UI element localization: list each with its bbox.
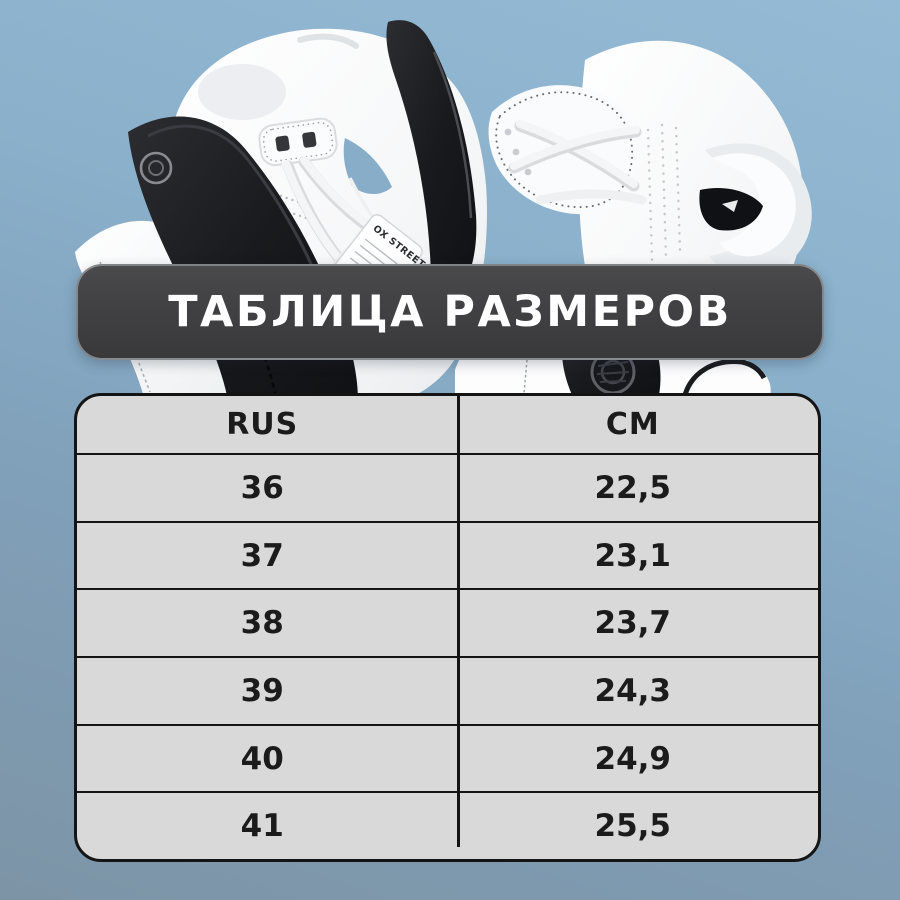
size-cell-rus: 38 (240, 605, 284, 642)
title-banner: ТАБЛИЦА РАЗМЕРОВ (76, 264, 824, 360)
size-cell-cm: 23,1 (594, 537, 672, 574)
size-cell-cm: 24,9 (594, 740, 672, 777)
table-header-row: RUS СМ (77, 396, 818, 453)
size-cell-rus: 36 (240, 469, 284, 506)
size-cell-rus: 40 (240, 740, 284, 777)
table-row: 37 23,1 (77, 520, 818, 589)
table-row: 41 25,5 (77, 791, 818, 859)
background-gap (343, 138, 392, 195)
eyelet-panel (258, 117, 338, 167)
size-cell-cm: 25,5 (594, 808, 672, 845)
column-divider (457, 396, 460, 847)
table-row: 38 23,7 (77, 588, 818, 656)
size-cell-cm: 24,3 (594, 672, 672, 709)
heel-outline (682, 359, 767, 396)
collar-band (386, 20, 477, 297)
size-cell-cm: 22,5 (594, 469, 672, 506)
size-cell-rus: 37 (240, 537, 284, 574)
lace-guard (488, 85, 647, 215)
table-row: 40 24,9 (77, 723, 818, 792)
column-header-rus: RUS (226, 407, 299, 442)
size-table: RUS СМ 36 22,5 37 23,1 38 23,7 39 24,3 40 24,9 41 2… (74, 393, 821, 862)
size-cell-rus: 41 (240, 808, 284, 845)
size-cell-rus: 39 (240, 672, 284, 709)
table-row: 36 22,5 (77, 453, 818, 521)
size-cell-cm: 23,7 (594, 605, 672, 642)
table-row: 39 24,3 (77, 656, 818, 724)
page-title: ТАБЛИЦА РАЗМЕРОВ (168, 287, 732, 337)
column-header-cm: СМ (605, 407, 660, 442)
